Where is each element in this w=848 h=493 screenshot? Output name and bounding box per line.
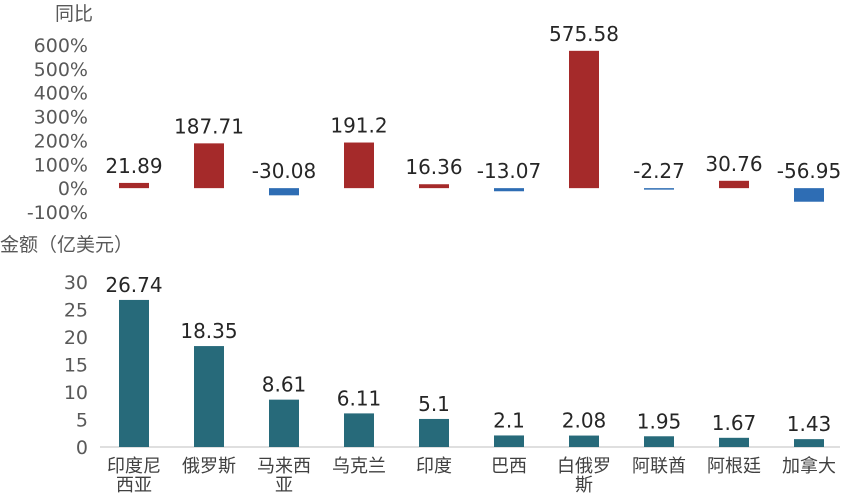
category-label: 马来西亚 (257, 456, 311, 493)
category-label: 乌克兰 (332, 456, 386, 477)
top-y-tick-label: 500% (34, 59, 88, 81)
amount-data-label: 26.74 (105, 273, 162, 297)
yoy-data-label: -56.95 (777, 159, 841, 183)
category-label: 阿根廷 (707, 456, 761, 477)
top-y-tick-label: 400% (34, 83, 88, 105)
amount-data-label: 8.61 (262, 373, 307, 397)
category-label: 加拿大 (782, 455, 836, 477)
yoy-bar (494, 188, 524, 192)
bottom-y-tick-label: 30 (64, 272, 88, 294)
yoy-bar (794, 188, 824, 202)
top-y-tick-label: 100% (34, 154, 88, 176)
bottom-y-tick-label: 25 (64, 300, 88, 322)
amount-bar (494, 435, 524, 447)
yoy-bar (419, 184, 449, 189)
yoy-chart: 600%500%400%300%200%100%0%-100% 21.89 187.… (27, 22, 841, 224)
top-y-tick-label: 0% (58, 178, 88, 200)
category-label: 印度尼西亚 (107, 456, 161, 493)
amount-bar (269, 399, 299, 447)
amount-data-label: 6.11 (337, 386, 382, 410)
amount-data-label: 1.95 (637, 409, 682, 433)
amount-data-label: 1.67 (712, 411, 757, 435)
bottom-y-tick-label: 10 (64, 382, 88, 404)
yoy-bar (569, 50, 599, 189)
top-y-axis-title: 同比 (55, 3, 93, 25)
yoy-data-label: 16.36 (405, 155, 462, 179)
category-label: 白俄罗斯 (557, 456, 611, 493)
amount-bar (569, 435, 599, 447)
amount-bar (194, 346, 224, 447)
amount-data-label: 18.35 (180, 319, 237, 343)
amount-bar (644, 436, 674, 447)
amount-data-label: 2.08 (562, 409, 607, 433)
amount-bar (344, 413, 374, 447)
amount-data-label: 1.43 (787, 412, 832, 436)
yoy-data-label: 30.76 (705, 152, 762, 176)
category-label: 阿联酋 (632, 456, 686, 477)
yoy-bar (344, 142, 374, 189)
bottom-y-axis-title: 金额（亿美元） (0, 234, 133, 256)
yoy-data-label: -30.08 (252, 159, 316, 183)
top-y-tick-label: 200% (34, 130, 88, 152)
yoy-data-label: -2.27 (633, 159, 685, 183)
bottom-y-tick-label: 20 (64, 327, 88, 349)
yoy-bar (719, 180, 749, 189)
yoy-bar (194, 143, 224, 189)
amount-bar (794, 439, 824, 447)
category-label: 俄罗斯 (182, 456, 236, 477)
yoy-bar (644, 188, 674, 190)
amount-bar (119, 299, 149, 447)
amount-chart: 30 25 20 15 10 5 0 26.74 印度尼西亚 18.35 俄罗斯 8.61 马来西亚 6.… (64, 272, 840, 493)
amount-bar (419, 418, 449, 447)
top-y-tick-label: 300% (34, 107, 88, 129)
yoy-data-label: 21.89 (105, 154, 162, 178)
yoy-bar (269, 188, 299, 196)
top-y-tick-label: -100% (27, 202, 88, 224)
category-label: 印度 (416, 456, 452, 477)
yoy-bar (119, 182, 149, 189)
bottom-y-tick-label: 5 (76, 410, 88, 432)
yoy-data-label: 187.71 (174, 114, 244, 138)
top-y-tick-label: 600% (34, 35, 88, 57)
yoy-data-label: 191.2 (330, 114, 387, 138)
bottom-y-tick-label: 15 (64, 355, 88, 377)
yoy-data-label: -13.07 (477, 159, 541, 183)
amount-bar (719, 437, 749, 447)
amount-data-label: 5.1 (418, 392, 450, 416)
bottom-y-tick-label: 0 (76, 437, 88, 459)
category-label: 巴西 (491, 456, 527, 477)
yoy-data-label: 575.58 (549, 22, 619, 46)
amount-data-label: 2.1 (493, 408, 525, 432)
